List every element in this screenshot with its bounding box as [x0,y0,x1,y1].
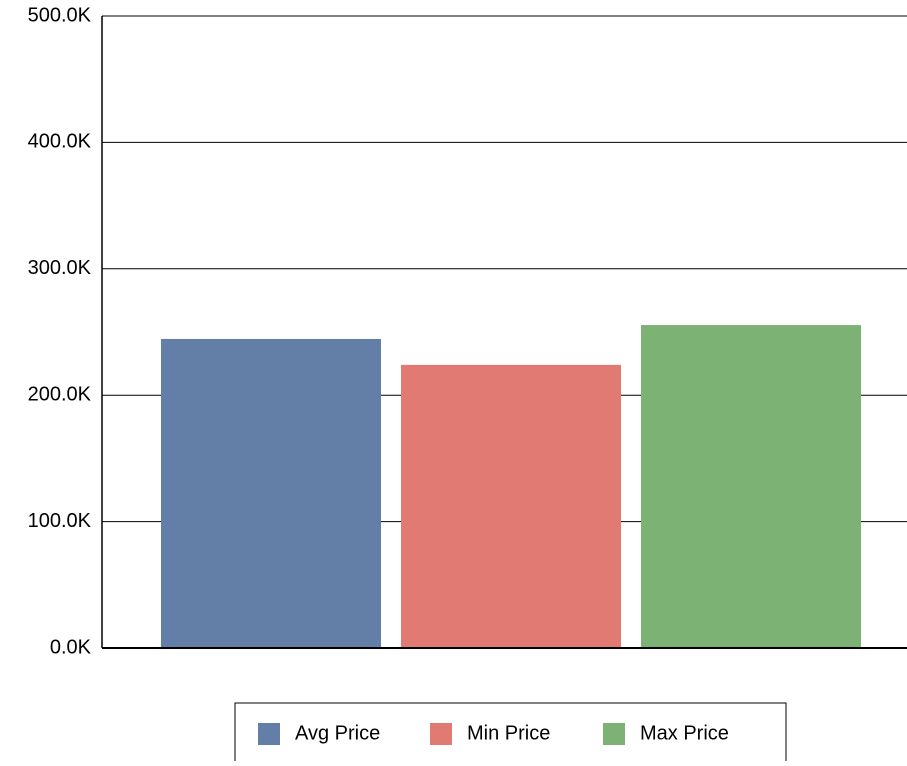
legend-label: Min Price [467,722,550,744]
axes [101,16,907,649]
bar-min-price [401,364,621,648]
legend-swatch [258,723,280,745]
y-tick-label: 400.0K [28,131,92,153]
bar-max-price [641,325,861,648]
legend: Avg Price Min Price Max Price [234,702,787,761]
legend-swatch [603,723,625,745]
y-tick-labels: 0.0K 100.0K 200.0K 300.0K 400.0K 500.0K [28,4,92,658]
bar-avg-price [161,338,381,648]
y-tick-label: 0.0K [50,636,92,658]
y-tick-label: 500.0K [28,4,92,26]
legend-swatch [430,723,452,745]
y-tick-label: 100.0K [28,510,92,532]
legend-box [234,702,787,761]
legend-label: Avg Price [295,722,380,744]
y-tick-label: 200.0K [28,383,92,405]
bars [161,325,861,648]
y-tick-label: 300.0K [28,257,92,279]
legend-label: Max Price [640,722,729,744]
